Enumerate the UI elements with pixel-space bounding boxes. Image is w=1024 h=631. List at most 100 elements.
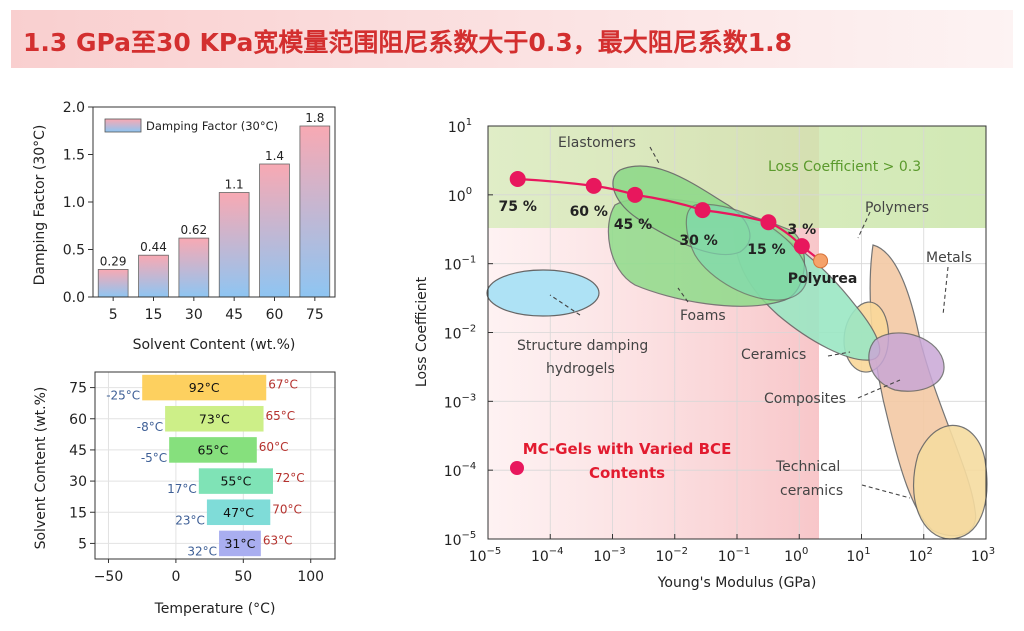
gel-point-45 [627,186,644,203]
y-tick-label: 101 [448,117,472,136]
damping-factor-legend: Damping Factor (30°C) [104,118,278,133]
legend-line-1: MC-Gels with Varied BCE [523,440,732,458]
x-tick-label: 101 [846,546,870,565]
band-label: Loss Coefficient > 0.3 [768,159,921,175]
range-bar-45 [169,437,257,463]
x-tick-label: 0 [171,569,180,585]
y-tick-label: 15 [69,505,87,521]
x-tick-label: 30 [185,307,203,323]
composites-region [868,332,945,392]
y-tick-label: 5 [78,536,87,552]
y-tick-label: 100 [448,186,472,205]
x-tick-label: 5 [109,307,118,323]
gel-legend: MC-Gels with Varied BCE Contents [510,440,731,482]
y-axis-title: Solvent Content (wt.%) [33,387,49,550]
technical-label: Technical [775,459,840,475]
y-tick-label: 10−1 [444,255,477,274]
legend-label: Damping Factor (30°C) [146,119,278,133]
y-tick-label: 1.5 [63,148,85,164]
x-tick-label: 15 [145,307,163,323]
bar-45 [218,192,250,298]
x-axis-title: Young's Modulus (GPa) [657,575,817,591]
x-axis-title: Temperature (°C) [154,601,276,617]
x-tick-label: 75 [306,307,324,323]
structure-damping-hydrogels-region [486,269,600,317]
range-bar-5 [219,530,261,557]
material-regions [486,165,988,540]
foams-label: Foams [680,308,726,324]
range-width-label: 92°C [189,380,220,395]
gel-point-label: 45 % [614,217,652,233]
bar-75 [299,125,331,298]
bar-30 [178,237,210,298]
gel-point-3 [793,238,810,255]
x-tick-label: 10−1 [718,546,751,565]
y-tick-label: 30 [69,474,87,490]
range-high-label: 67°C [268,378,298,392]
bar-60 [259,163,290,298]
range-low-label: -8°C [137,420,163,434]
damping-factor-bar-chart: 0.29 0.44 0.62 1.1 1.4 1.8 5 15 30 45 60 75 0.0 0.5 1… [32,100,336,353]
ceramics-label: Ceramics [741,347,806,363]
y-axis-title: Loss Coefficient [414,276,430,387]
y-tick-label: 10−3 [444,392,477,411]
x-tick-label: 10−4 [531,546,564,565]
x-tick-label: 45 [225,307,243,323]
y-tick-label: 10−4 [444,461,477,480]
gel-point-label: 3 % [787,222,816,238]
metals-label: Metals [926,250,972,266]
range-bar-75 [142,374,267,401]
y-tick-label: 10−2 [444,324,477,343]
leader-lines [549,146,949,499]
range-low-label: 23°C [175,513,205,527]
x-tick-label: 10−2 [655,546,688,565]
y-tick-label: 1.0 [63,195,85,211]
range-high-label: 70°C [272,502,302,516]
y-tick-label: 2.0 [63,100,85,116]
range-width-label: 55°C [220,474,251,489]
x-tick-label: 10−5 [469,546,502,565]
x-axis-title: Solvent Content (wt.%) [133,337,296,353]
gel-point-15 [760,214,777,231]
gel-point-label: 60 % [570,204,608,220]
y-tick-label: 10−5 [444,530,477,549]
legend-swatch [104,118,142,133]
y-tick-label: 0.5 [63,243,85,259]
plot-frame [94,371,336,560]
range-width-label: 31°C [224,536,255,551]
region-labels: Elastomers Polymers Metals Foams Structu… [517,135,972,499]
range-width-label: 65°C [198,442,229,457]
bar-value-label: 1.1 [225,178,244,192]
polyurea-point [813,253,829,269]
gel-point-label: 30 % [679,233,717,249]
technical-ceramics-region [913,424,988,540]
bar-value-label: 0.62 [180,223,207,237]
y-tick-label: 60 [69,412,87,428]
plot-frame [487,125,987,540]
range-low-label: -5°C [141,451,167,465]
bar-value-label: 0.29 [100,254,127,268]
structure-damping-label: Structure damping [517,338,648,354]
x-tick-label: 100 [297,569,324,585]
range-high-label: 65°C [266,409,296,423]
x-tick-label: 60 [266,307,284,323]
bar-15 [138,254,169,298]
title-banner: 1.3 GPa至30 KPa宽模量范围阻尼系数大于0.3，最大阻尼系数1.8 [11,10,1013,68]
range-low-label: -25°C [106,389,140,403]
composites-label: Composites [764,391,846,407]
range-low-label: 32°C [187,544,217,558]
x-tick-label: 100 [784,546,808,565]
y-axis-title: Damping Factor (30°C) [32,125,48,286]
range-low-label: 17°C [167,482,197,496]
polyurea-label: Polyurea [788,271,858,287]
range-bar-60 [165,405,264,432]
bar-value-label: 0.44 [140,240,167,254]
gel-point-30 [694,202,711,219]
range-high-label: 63°C [263,533,293,547]
gel-point-label: 75 % [499,199,537,215]
temperature-range-chart: 92°C -25°C 67°C 73°C -8°C 65°C 65°C -5°C 60°C 55°… [33,371,336,617]
y-tick-label: 75 [69,381,87,397]
legend-line-2: Contents [589,464,665,482]
y-tick-label: 45 [69,443,87,459]
elastomers-label: Elastomers [558,135,636,151]
